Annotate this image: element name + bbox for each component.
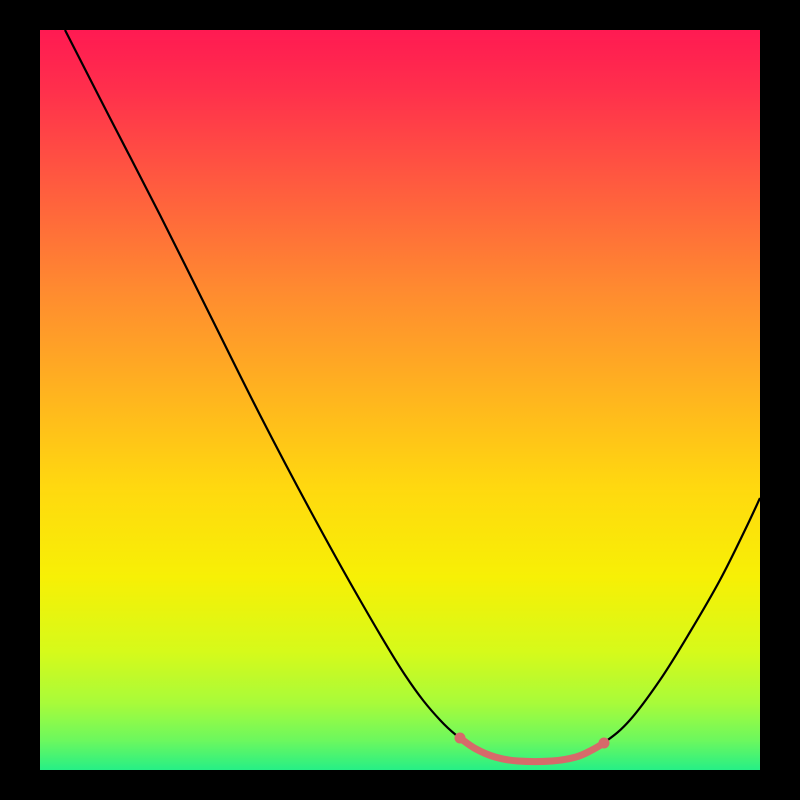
marker-dot-left [455, 733, 466, 744]
plot-area [40, 30, 760, 770]
border-top [0, 0, 800, 30]
chart-frame: TheBottlenecker.com [0, 0, 800, 800]
marker-segment [460, 738, 604, 762]
border-bottom [0, 770, 800, 800]
border-right [760, 0, 800, 800]
main-curve [65, 30, 760, 762]
border-left [0, 0, 40, 800]
marker-dot-right [599, 738, 610, 749]
curve-layer [40, 30, 760, 770]
